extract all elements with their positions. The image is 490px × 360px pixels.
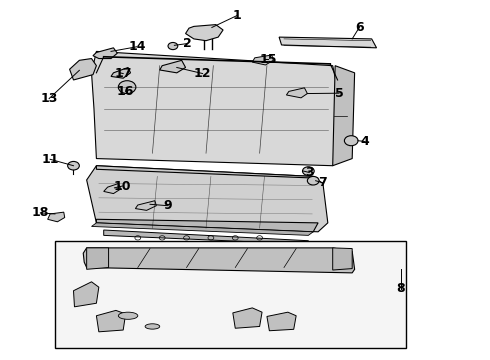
- Polygon shape: [70, 59, 97, 80]
- Circle shape: [118, 81, 136, 94]
- Polygon shape: [48, 212, 65, 222]
- Polygon shape: [104, 184, 121, 194]
- Text: 18: 18: [32, 206, 49, 219]
- Circle shape: [168, 42, 178, 50]
- Polygon shape: [92, 223, 313, 235]
- Circle shape: [307, 176, 319, 185]
- Text: 2: 2: [183, 37, 192, 50]
- Polygon shape: [74, 282, 99, 307]
- FancyBboxPatch shape: [55, 241, 406, 348]
- Text: 9: 9: [164, 199, 172, 212]
- Text: 1: 1: [232, 9, 241, 22]
- Polygon shape: [87, 166, 328, 232]
- Polygon shape: [93, 48, 117, 59]
- Polygon shape: [160, 60, 186, 73]
- Polygon shape: [279, 37, 376, 48]
- Polygon shape: [97, 219, 318, 232]
- Text: 4: 4: [360, 135, 369, 148]
- Text: 6: 6: [355, 21, 364, 33]
- Polygon shape: [333, 66, 355, 166]
- Polygon shape: [252, 55, 273, 65]
- Text: 5: 5: [335, 87, 343, 100]
- Polygon shape: [333, 248, 352, 270]
- Polygon shape: [97, 310, 125, 332]
- Circle shape: [344, 136, 358, 146]
- Text: 3: 3: [305, 166, 314, 179]
- Text: 16: 16: [117, 85, 134, 98]
- Polygon shape: [83, 248, 355, 273]
- Polygon shape: [111, 67, 130, 78]
- Polygon shape: [92, 51, 343, 166]
- Polygon shape: [97, 166, 318, 178]
- Text: 7: 7: [318, 176, 327, 189]
- Text: 13: 13: [41, 92, 58, 105]
- Polygon shape: [104, 230, 308, 244]
- Text: 10: 10: [114, 180, 131, 193]
- Text: 11: 11: [41, 153, 59, 166]
- Text: 12: 12: [194, 67, 211, 80]
- Text: 17: 17: [115, 67, 132, 80]
- Circle shape: [68, 161, 79, 170]
- Text: 15: 15: [260, 53, 277, 66]
- Text: 14: 14: [128, 40, 146, 53]
- Polygon shape: [267, 312, 296, 331]
- Polygon shape: [233, 308, 262, 328]
- Ellipse shape: [145, 324, 160, 329]
- Polygon shape: [186, 24, 223, 41]
- Polygon shape: [135, 201, 156, 210]
- Text: 8: 8: [396, 283, 405, 296]
- Circle shape: [302, 167, 314, 175]
- Ellipse shape: [118, 312, 138, 319]
- Polygon shape: [87, 248, 109, 269]
- Polygon shape: [287, 88, 307, 98]
